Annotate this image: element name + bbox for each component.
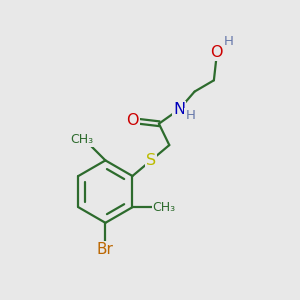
Text: N: N	[173, 102, 185, 117]
Text: O: O	[210, 45, 223, 60]
Text: CH₃: CH₃	[153, 201, 176, 214]
Text: Br: Br	[97, 242, 114, 257]
Text: CH₃: CH₃	[70, 133, 93, 146]
Text: H: H	[185, 110, 195, 122]
Text: O: O	[127, 113, 139, 128]
Text: H: H	[224, 35, 234, 48]
Text: S: S	[146, 153, 156, 168]
